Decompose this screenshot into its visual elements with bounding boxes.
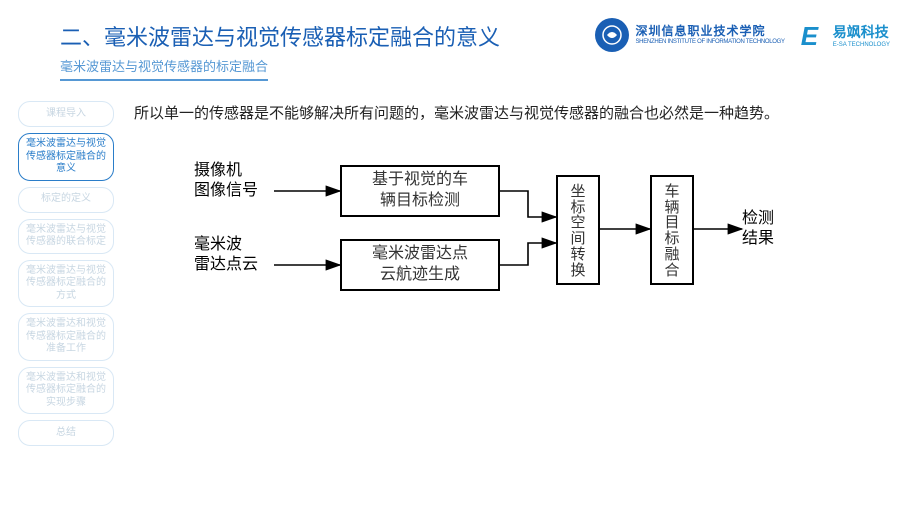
sidebar-item-4[interactable]: 毫米波雷达与视觉传感器标定融合的方式: [18, 260, 114, 308]
flow-edge-b_vis: [500, 191, 556, 217]
sidebar-item-0[interactable]: 课程导入: [18, 101, 114, 127]
sidebar-item-6[interactable]: 毫米波雷达和视觉传感器标定融合的实现步骤: [18, 367, 114, 415]
sidebar-nav: 课程导入毫米波雷达与视觉传感器标定融合的意义标定的定义毫米波雷达与视觉传感器的联…: [18, 101, 118, 452]
content-paragraph: 所以单一的传感器是不能够解决所有问题的，毫米波雷达与视觉传感器的融合也必然是一种…: [134, 101, 890, 127]
flow-edge-b_rad: [500, 243, 556, 265]
flow-node-b_vis: 基于视觉的车辆目标检测: [340, 165, 500, 217]
flow-node-in_rad: 毫米波雷达点云: [194, 235, 286, 279]
flow-node-in_cam: 摄像机图像信号: [194, 161, 286, 205]
logo-bar: 深圳信息职业技术学院 SHENZHEN INSTITUTE OF INFORMA…: [595, 18, 890, 52]
sidebar-item-5[interactable]: 毫米波雷达和视觉传感器标定融合的准备工作: [18, 313, 114, 361]
szii-badge-icon: [595, 18, 629, 52]
flow-node-out: 检测结果: [742, 209, 792, 253]
szii-name-en: SHENZHEN INSTITUTE OF INFORMATION TECHNO…: [635, 39, 784, 46]
logo-esa: E 易飒科技 E-SA TECHNOLOGY: [801, 21, 890, 49]
sidebar-item-1[interactable]: 毫米波雷达与视觉传感器标定融合的意义: [18, 133, 114, 181]
sidebar-item-2[interactable]: 标定的定义: [18, 187, 114, 213]
flow-node-b_fuse: 车辆目标融合: [650, 175, 694, 285]
sidebar-item-3[interactable]: 毫米波雷达与视觉传感器的联合标定: [18, 219, 114, 254]
flow-node-b_rad: 毫米波雷达点云航迹生成: [340, 239, 500, 291]
flowchart: 摄像机图像信号毫米波雷达点云 基于视觉的车辆目标检测毫米波雷达点云航迹生成 坐标空间…: [194, 157, 834, 357]
esa-mark-icon: E: [801, 21, 829, 49]
logo-szii: 深圳信息职业技术学院 SHENZHEN INSTITUTE OF INFORMA…: [595, 18, 784, 52]
sidebar-item-7[interactable]: 总结: [18, 420, 114, 446]
esa-name-en: E-SA TECHNOLOGY: [833, 42, 890, 48]
szii-name-cn: 深圳信息职业技术学院: [635, 24, 784, 38]
page-subtitle: 毫米波雷达与视觉传感器的标定融合: [60, 56, 268, 81]
flow-node-b_coord: 坐标空间转换: [556, 175, 600, 285]
esa-name-cn: 易飒科技: [833, 22, 890, 42]
